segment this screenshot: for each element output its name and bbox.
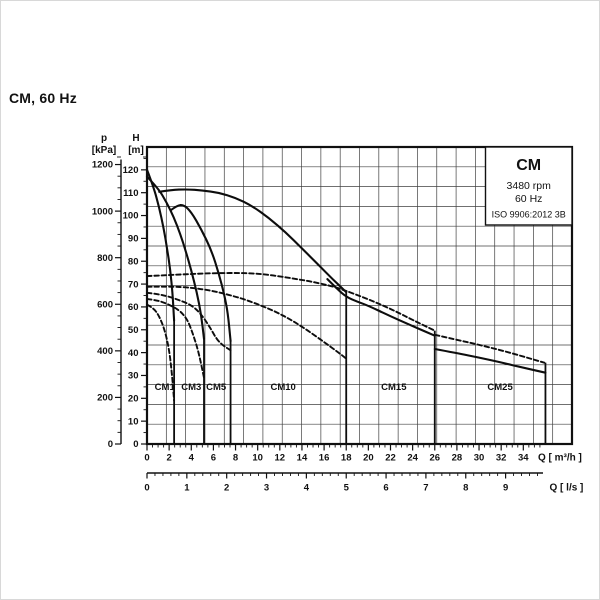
curve-cm25-min: [433, 333, 546, 364]
h-axis-tick-label: 60: [128, 302, 139, 313]
ls-axis-tick-label: 5: [344, 483, 350, 494]
ls-axis-tick-label: 0: [144, 483, 149, 494]
ls-axis-tick-label: 9: [503, 483, 508, 494]
region-label-cm25: CM25: [487, 382, 513, 393]
q-axis-tick-label: 34: [518, 453, 529, 464]
h-axis-tick-label: 120: [123, 165, 139, 176]
legend-box: CM 3480 rpm 60 Hz ISO 9906:2012 3B: [484, 146, 573, 226]
legend-border: [484, 146, 573, 226]
legend-speed: 3480 rpm: [507, 180, 552, 192]
region-label-cm3: CM3: [181, 382, 201, 393]
curve-cm3-max: [145, 175, 206, 340]
ls-axis-tick-label: 2: [224, 483, 229, 494]
q-axis-tick-label: 32: [496, 453, 507, 464]
kpa-axis-title: p: [101, 133, 107, 144]
kpa-axis-tick-label: 800: [97, 253, 113, 264]
q-axis-tick-label: 16: [319, 453, 330, 464]
curve-cm15-max: [326, 278, 436, 337]
kpa-axis-unit: [kPa]: [92, 145, 116, 156]
ls-axis-tick-label: 7: [423, 483, 428, 494]
curve-cm5-min: [146, 291, 232, 352]
h-axis-tick-label: 20: [128, 394, 139, 405]
h-axis-tick-label: 30: [128, 371, 139, 382]
legend-standard: ISO 9906:2012 3B: [492, 210, 566, 220]
q-axis-tick-label: 26: [429, 453, 440, 464]
page-title: CM, 60 Hz: [9, 90, 77, 106]
kpa-axis-tick-label: 1000: [92, 206, 113, 217]
h-axis-tick-label: 10: [128, 416, 139, 427]
h-axis-tick-label: 50: [128, 325, 139, 336]
q-axis-tick-label: 30: [474, 453, 485, 464]
h-axis-unit: [m]: [128, 145, 144, 156]
ls-axis-tick-label: 3: [264, 483, 269, 494]
chart-generated-layer: 0102030405060708090100110120H[m]02004006…: [92, 133, 584, 494]
region-label-cm1: CM1: [155, 382, 176, 393]
q-axis-tick-label: 2: [166, 453, 171, 464]
curve-cm25-max: [433, 347, 547, 374]
h-axis-tick-label: 0: [133, 439, 138, 450]
ls-axis-tick-label: 6: [383, 483, 388, 494]
legend-frequency: 60 Hz: [515, 193, 542, 205]
h-axis-title: H: [132, 133, 139, 144]
q-axis-tick-label: 12: [275, 453, 286, 464]
h-axis-tick-label: 110: [123, 188, 138, 199]
h-axis-tick-label: 80: [128, 256, 139, 267]
q-axis-tick-label: 14: [297, 453, 308, 464]
q-axis-tick-label: 28: [452, 453, 463, 464]
ls-axis-title: Q [ l/s ]: [550, 483, 584, 494]
curve-cm15-min: [146, 272, 436, 332]
curve-cm5-max: [170, 203, 232, 343]
kpa-axis-tick-label: 400: [97, 346, 113, 357]
h-axis-tick-label: 90: [128, 234, 139, 245]
q-axis-tick-label: 4: [189, 453, 195, 464]
q-axis-tick-label: 20: [363, 453, 374, 464]
h-axis-tick-label: 70: [128, 279, 139, 290]
q-axis-tick-label: 24: [407, 453, 418, 464]
region-label-cm10: CM10: [270, 382, 295, 393]
kpa-axis-tick-label: 200: [97, 393, 113, 404]
q-axis-tick-label: 10: [252, 453, 263, 464]
curve-cm3-min: [146, 297, 205, 379]
h-axis-tick-label: 100: [123, 211, 139, 222]
curve-cm1-max: [145, 168, 176, 322]
kpa-axis-tick-label: 600: [97, 299, 113, 310]
region-label-cm5: CM5: [206, 382, 227, 393]
q-axis-tick-label: 22: [385, 453, 396, 464]
h-axis-tick-label: 40: [128, 348, 139, 359]
q-axis-title: Q [ m³/h ]: [538, 453, 582, 464]
q-axis-tick-label: 18: [341, 453, 352, 464]
ls-axis-tick-label: 4: [304, 483, 310, 494]
ls-axis-tick-label: 8: [463, 483, 468, 494]
kpa-axis-tick-label: 1200: [92, 160, 113, 171]
ls-axis-tick-label: 1: [184, 483, 190, 494]
region-label-cm15: CM15: [381, 382, 407, 393]
q-axis-tick-label: 0: [144, 453, 149, 464]
curve-cm1-min: [146, 303, 176, 402]
legend-model: CM: [516, 157, 541, 174]
q-axis-tick-label: 8: [233, 453, 238, 464]
q-axis-tick-label: 6: [211, 453, 216, 464]
kpa-axis-tick-label: 0: [108, 439, 113, 450]
curve-cm10-min: [146, 285, 348, 360]
curve-cm10-max: [158, 188, 348, 294]
